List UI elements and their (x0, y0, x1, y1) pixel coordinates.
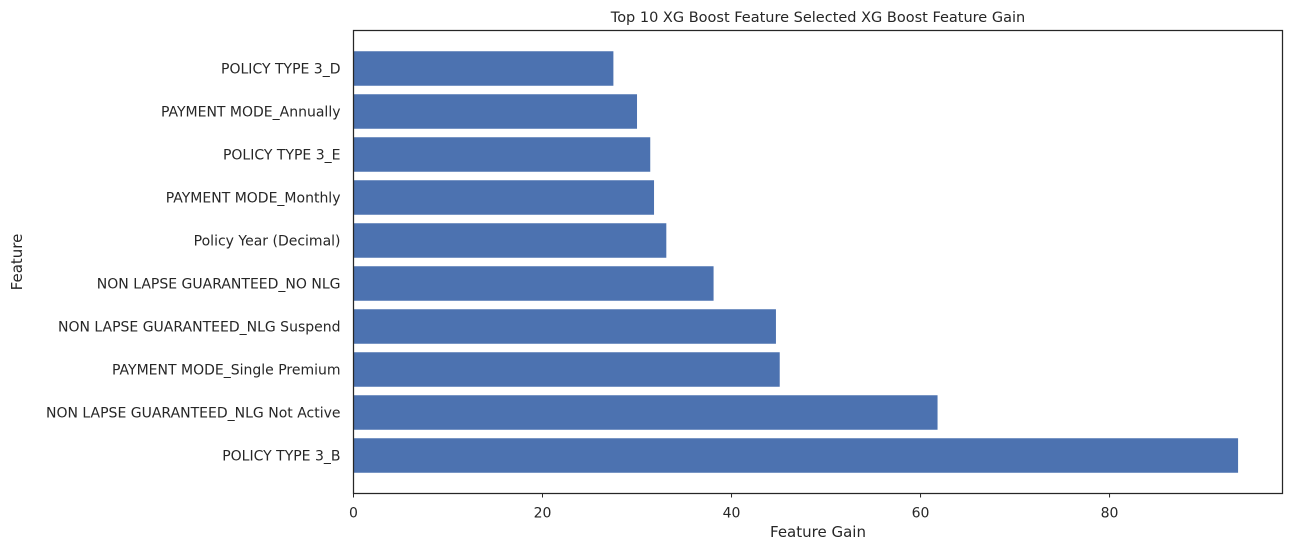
bar-payment-mode-monthly (353, 180, 655, 215)
bar-policy-type-3-e (353, 137, 651, 172)
y-tick-label-policy-year-decimal: Policy Year (Decimal) (194, 234, 341, 250)
y-tick-label-non-lapse-guaranteed-no-nlg: NON LAPSE GUARANTEED_NO NLG (97, 277, 341, 293)
x-axis-label: Feature Gain (770, 523, 866, 541)
y-tick-label-payment-mode-single-premium: PAYMENT MODE_Single Premium (112, 363, 341, 379)
x-tick-label: 20 (534, 506, 552, 522)
bar-payment-mode-annually (353, 94, 638, 129)
y-tick-label-non-lapse-guaranteed-nlg-suspend: NON LAPSE GUARANTEED_NLG Suspend (58, 320, 341, 336)
y-tick-label-payment-mode-annually: PAYMENT MODE_Annually (161, 105, 341, 121)
y-tick-label-policy-type-3-b: POLICY TYPE 3_B (222, 449, 340, 465)
x-tick-label: 60 (912, 506, 930, 522)
bar-non-lapse-guaranteed-nlg-not-active (353, 395, 938, 430)
bar-policy-type-3-b (353, 438, 1239, 473)
bar-non-lapse-guaranteed-no-nlg (353, 266, 714, 301)
y-axis-label: Feature (8, 234, 26, 291)
bar-non-lapse-guaranteed-nlg-suspend (353, 309, 776, 344)
chart-title: Top 10 XG Boost Feature Selected XG Boos… (610, 10, 1025, 26)
x-tick-label: 80 (1101, 506, 1119, 522)
bar-payment-mode-single-premium (353, 352, 780, 387)
bars-group (353, 51, 1239, 473)
bar-policy-year-decimal (353, 223, 667, 258)
plot-frame (352, 29, 1284, 495)
y-tick-label-policy-type-3-e: POLICY TYPE 3_E (223, 148, 341, 164)
y-tick-label-payment-mode-monthly: PAYMENT MODE_Monthly (166, 191, 341, 207)
y-tick-label-policy-type-3-d: POLICY TYPE 3_D (221, 62, 340, 78)
x-tick-label: 40 (723, 506, 741, 522)
y-tick-labels: POLICY TYPE 3_D PAYMENT MODE_Annually POLI… (46, 62, 341, 465)
y-tick-label-non-lapse-guaranteed-nlg-not-active: NON LAPSE GUARANTEED_NLG Not Active (46, 406, 341, 422)
x-tick-label: 0 (349, 506, 358, 522)
x-axis-ticks: 0 20 40 60 80 (349, 493, 1119, 522)
bar-policy-type-3-d (353, 51, 614, 86)
